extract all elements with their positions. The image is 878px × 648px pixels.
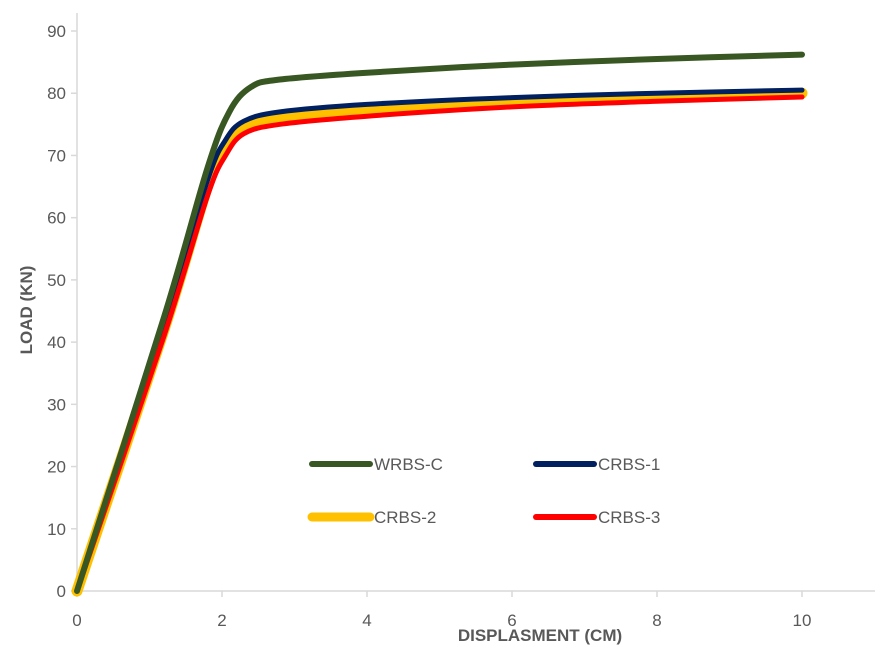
axes-group: 0 10 20 30 40 50 60 70 80 90 0 2 4 6 8 10 (47, 13, 875, 630)
y-tick-label: 0 (57, 582, 66, 601)
series-group (71, 51, 808, 597)
x-tick-label: 4 (362, 611, 371, 630)
x-tick-label: 2 (217, 611, 226, 630)
x-tick-label: 10 (793, 611, 812, 630)
legend-label-crbs-2: CRBS-2 (374, 508, 436, 527)
x-axis-title: DISPLASMENT (CM) (458, 626, 622, 645)
x-tick-label: 6 (507, 611, 516, 630)
y-tick-label: 90 (47, 22, 66, 41)
series-line-crbs-2 (71, 87, 808, 597)
y-tick-label: 40 (47, 333, 66, 352)
legend-label-crbs-1: CRBS-1 (598, 455, 660, 474)
y-tick-label: 20 (47, 458, 66, 477)
y-tick-label: 30 (47, 395, 66, 414)
x-tick-label: 0 (72, 611, 81, 630)
y-tick-label: 50 (47, 271, 66, 290)
legend-label-wrbs-c: WRBS-C (374, 455, 443, 474)
y-tick-label: 80 (47, 84, 66, 103)
y-tick-label: 10 (47, 520, 66, 539)
y-tick-label: 70 (47, 146, 66, 165)
legend-label-crbs-3: CRBS-3 (598, 508, 660, 527)
y-axis-title: LOAD (KN) (17, 266, 36, 355)
y-tick-label: 60 (47, 209, 66, 228)
series-line-crbs-3 (74, 94, 805, 594)
legend: WRBS-C CRBS-1 CRBS-2 CRBS-3 (307, 455, 660, 527)
series-line-crbs-1 (74, 87, 805, 594)
series-line-wrbs-c (74, 51, 805, 594)
x-tick-label: 8 (652, 611, 661, 630)
